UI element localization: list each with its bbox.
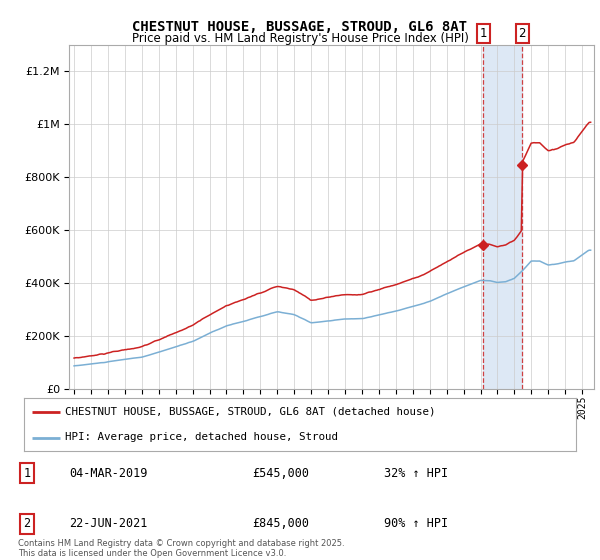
Text: 32% ↑ HPI: 32% ↑ HPI [384,466,448,480]
Text: HPI: Average price, detached house, Stroud: HPI: Average price, detached house, Stro… [65,432,338,442]
Text: Contains HM Land Registry data © Crown copyright and database right 2025.
This d: Contains HM Land Registry data © Crown c… [18,539,344,558]
Text: CHESTNUT HOUSE, BUSSAGE, STROUD, GL6 8AT (detached house): CHESTNUT HOUSE, BUSSAGE, STROUD, GL6 8AT… [65,407,436,417]
Bar [484,45,523,389]
Text: 2: 2 [518,27,526,40]
Text: 2: 2 [23,517,31,530]
Text: 1: 1 [23,466,31,480]
Text: Price paid vs. HM Land Registry's House Price Index (HPI): Price paid vs. HM Land Registry's House … [131,32,469,45]
Text: 04-MAR-2019: 04-MAR-2019 [69,466,148,480]
Text: CHESTNUT HOUSE, BUSSAGE, STROUD, GL6 8AT: CHESTNUT HOUSE, BUSSAGE, STROUD, GL6 8AT [133,20,467,34]
Text: 90% ↑ HPI: 90% ↑ HPI [384,517,448,530]
Text: £545,000: £545,000 [252,466,309,480]
Text: 1: 1 [479,27,487,40]
Text: £845,000: £845,000 [252,517,309,530]
Text: 22-JUN-2021: 22-JUN-2021 [69,517,148,530]
